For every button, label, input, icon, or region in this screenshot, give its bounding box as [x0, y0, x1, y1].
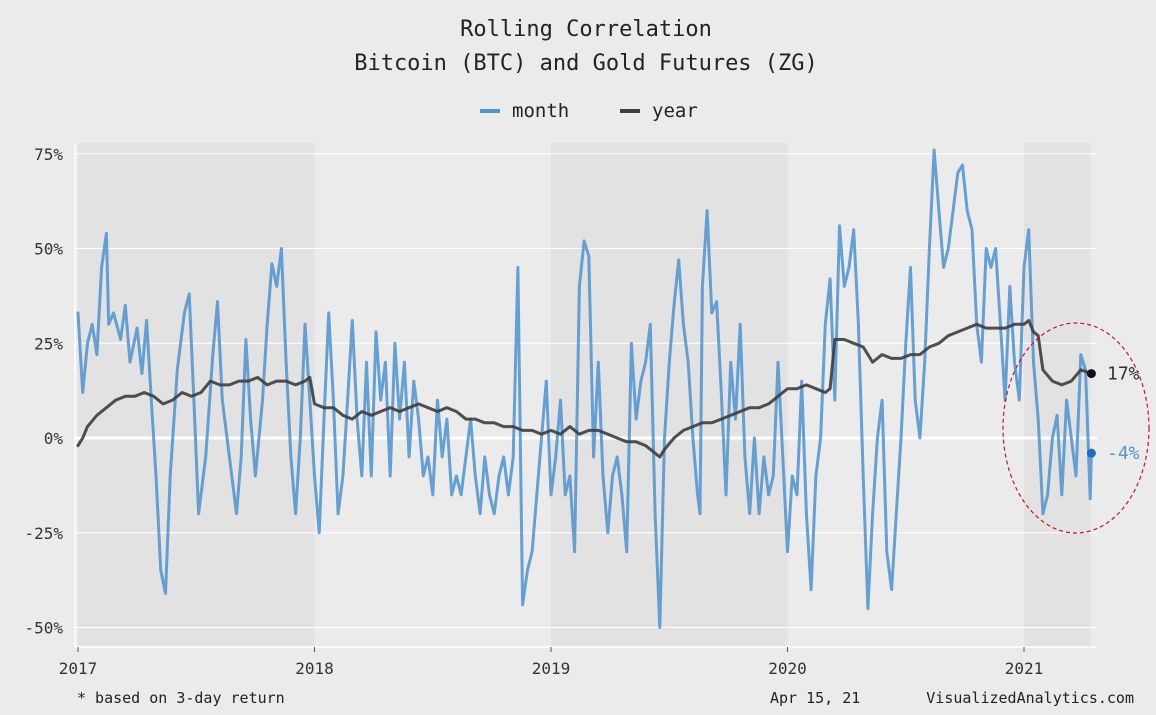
chart-title: Rolling Correlation: [460, 17, 712, 42]
footer-source: VisualizedAnalytics.com: [926, 689, 1134, 707]
legend: month year: [480, 100, 698, 122]
series-lines: [76, 148, 1093, 629]
footer-date: Apr 15, 21: [770, 689, 860, 707]
series-line-month: [76, 148, 1093, 629]
highlight-ellipse: [1002, 322, 1150, 534]
y-tick-label: 75%: [34, 145, 63, 164]
y-tick-label: 25%: [34, 334, 63, 353]
end-marker-year: [1086, 369, 1096, 379]
end-label-month: -4%: [1107, 443, 1140, 464]
chart-subtitle: Bitcoin (BTC) and Gold Futures (ZG): [354, 51, 818, 76]
x-tick-label: 2018: [295, 659, 334, 678]
x-axis-ticks: 2017 2018 2019 2020 2021: [59, 647, 1044, 678]
end-marker-month: [1086, 448, 1096, 458]
legend-label-year: year: [652, 100, 698, 122]
end-label-year: 17%: [1107, 364, 1140, 385]
legend-label-month: month: [512, 100, 569, 122]
series-line-year: [76, 319, 1093, 459]
x-tick-label: 2020: [768, 659, 807, 678]
y-axis-ticks: 75% 50% 25% 0% -25% -50%: [24, 145, 63, 638]
series-end-markers: -4% 17%: [1086, 364, 1140, 464]
y-tick-label: -25%: [24, 524, 63, 543]
y-tick-label: -50%: [24, 619, 63, 638]
x-tick-label: 2021: [1005, 659, 1044, 678]
y-tick-label: 0%: [44, 429, 64, 448]
y-tick-label: 50%: [34, 240, 63, 259]
shaded-year-band-1: [551, 143, 788, 647]
x-tick-label: 2019: [532, 659, 571, 678]
footnote: * based on 3-day return: [77, 689, 285, 707]
x-tick-label: 2017: [59, 659, 98, 678]
